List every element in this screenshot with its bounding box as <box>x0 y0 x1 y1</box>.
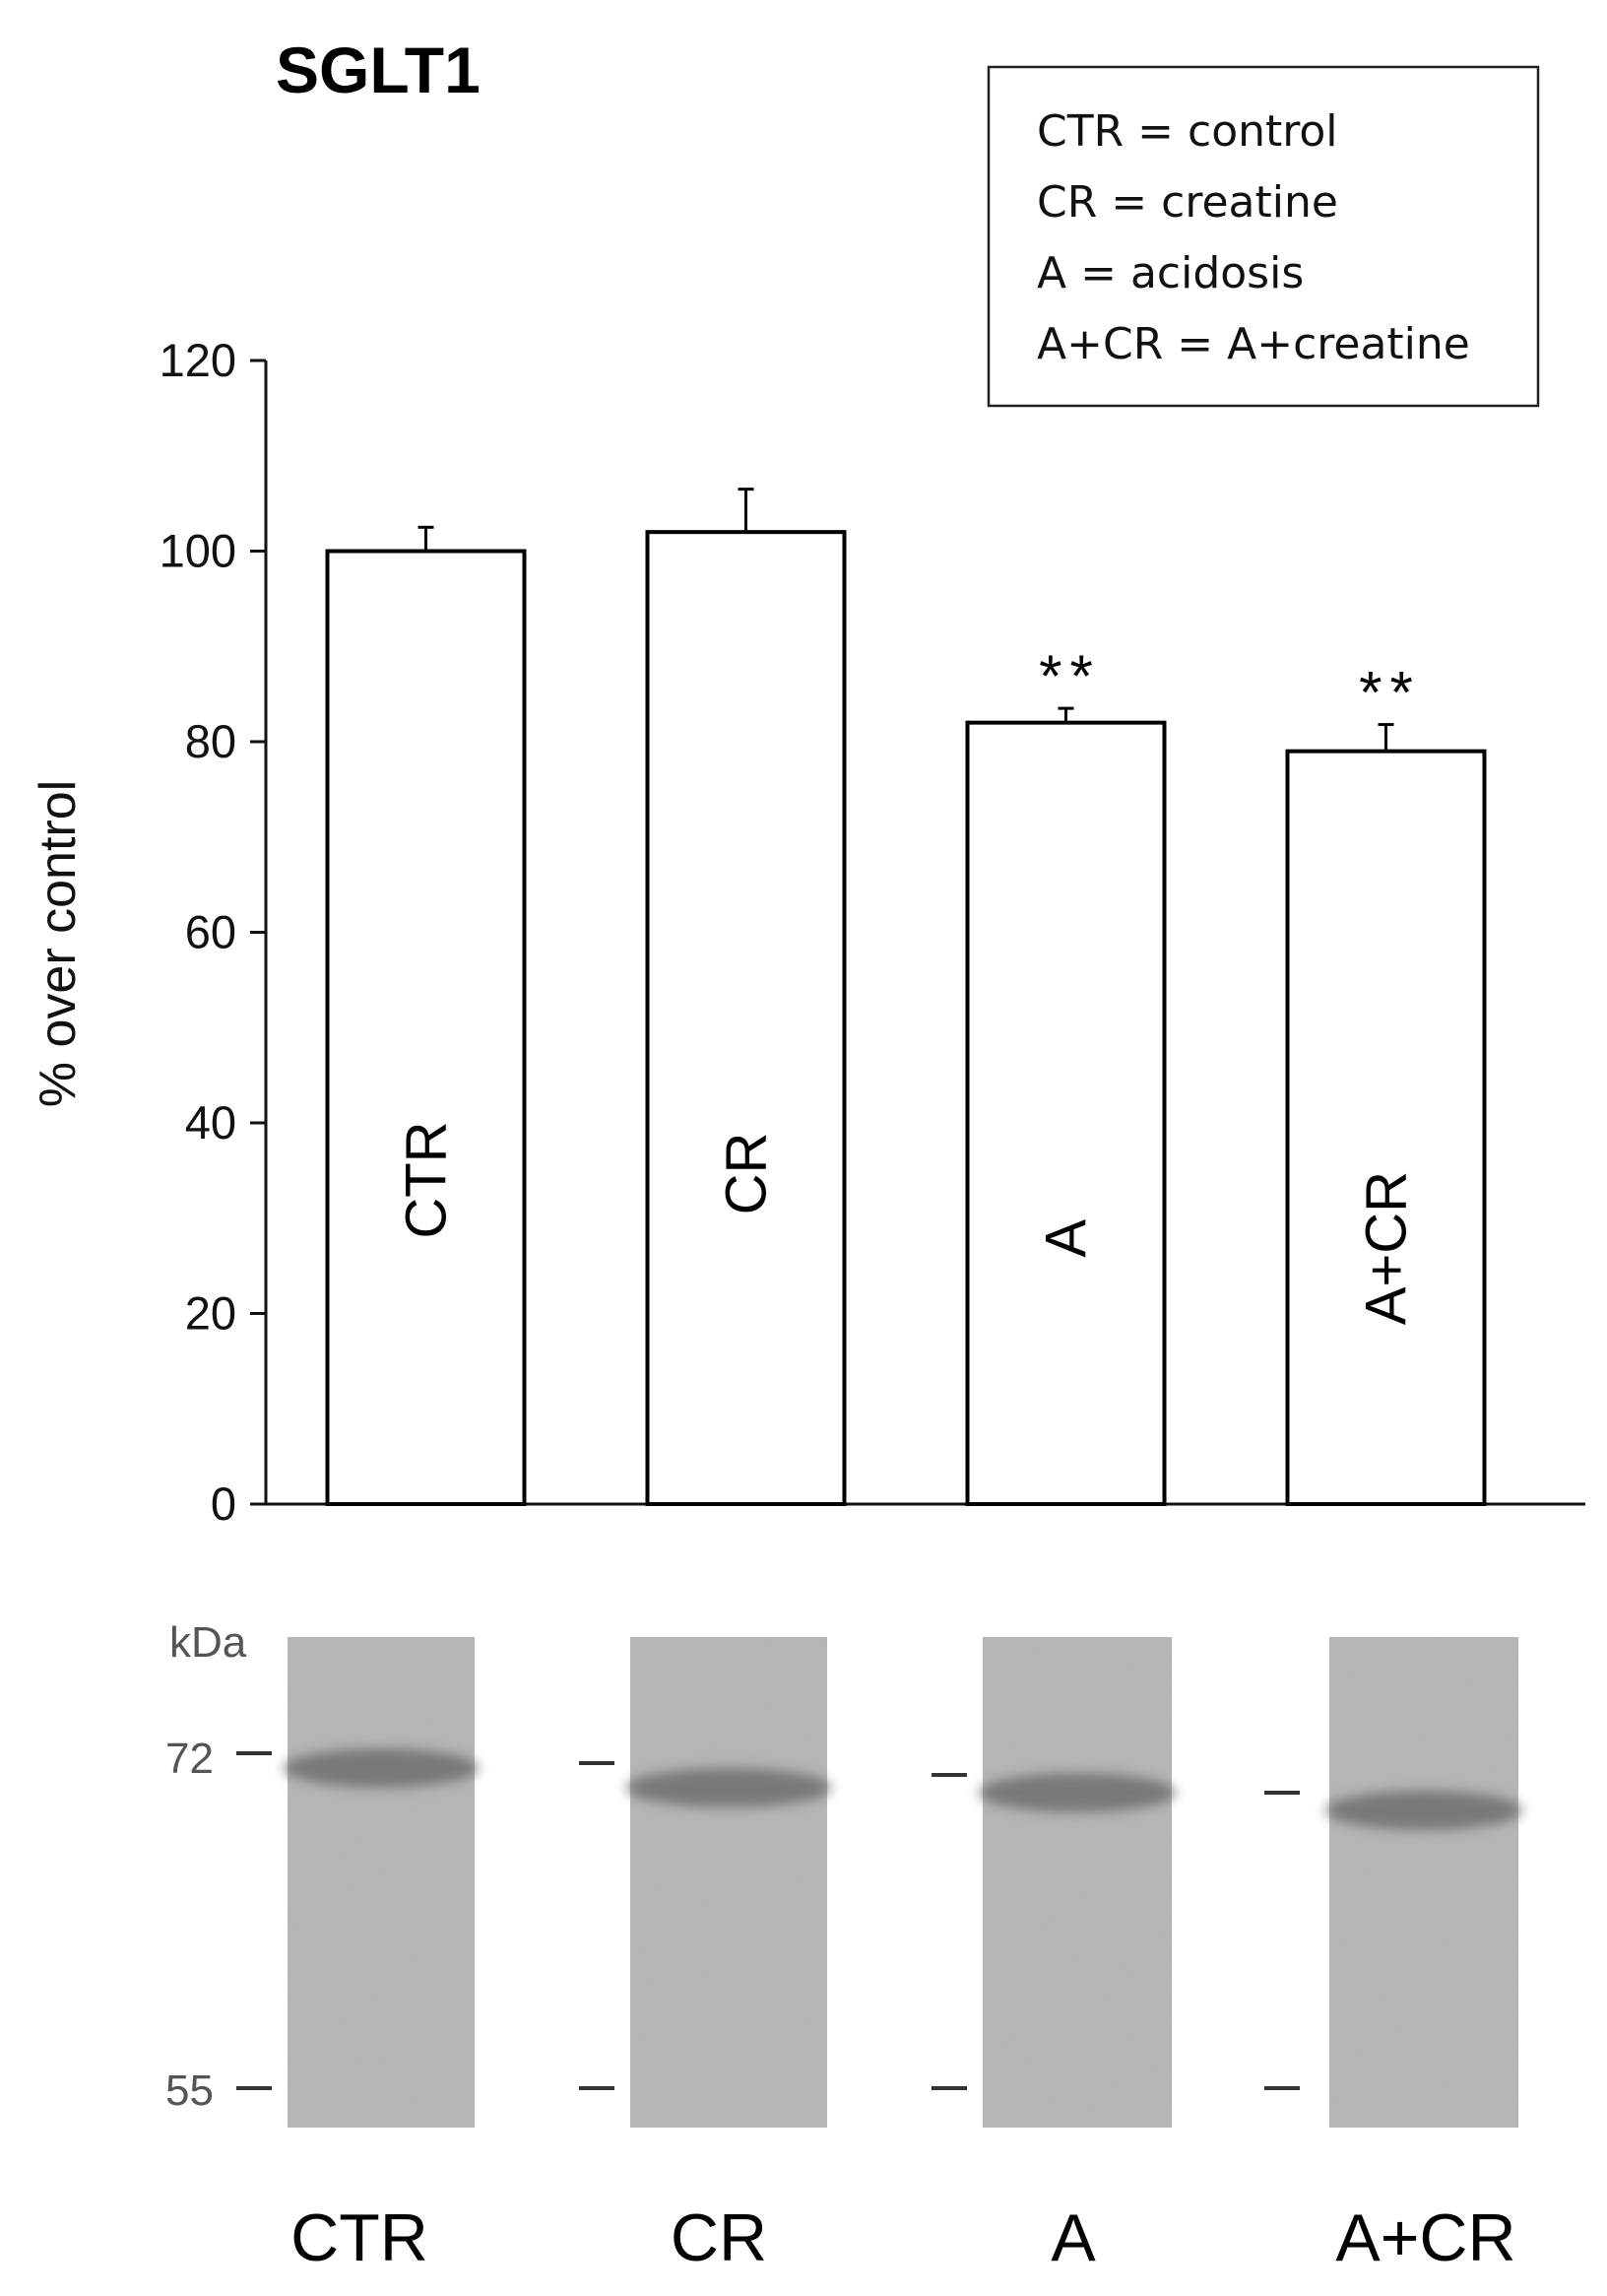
legend-entry-ctr: CTR = control <box>1037 106 1338 157</box>
bar-label: CTR <box>395 1121 459 1238</box>
blot-membrane <box>288 1637 475 2128</box>
blot-lane <box>1264 1637 1522 2128</box>
blot-lane <box>932 1637 1176 2128</box>
y-tick-label: 20 <box>185 1287 236 1340</box>
y-axis-title: % over control <box>30 780 87 1107</box>
lane-label-cr: CR <box>671 2200 767 2275</box>
bars: CTR CR A ** A+CR ** <box>325 488 1487 1506</box>
lane-label-acr: A+CR <box>1335 2200 1515 2275</box>
protein-band <box>1325 1791 1522 1830</box>
bar <box>1285 749 1487 1506</box>
legend-entry-acr: A+CR = A+creatine <box>1037 319 1470 369</box>
legend: CTR = control CR = creatine A = acidosis… <box>987 65 1540 408</box>
blot-lane <box>579 1637 831 2128</box>
y-ticks: 0 20 40 60 80 100 120 <box>160 334 266 1530</box>
bar-label: A+CR <box>1355 1171 1419 1325</box>
bar <box>325 549 527 1506</box>
blot-membrane <box>1329 1637 1518 2128</box>
lane-label-ctr: CTR <box>290 2200 428 2275</box>
significance-marker: ** <box>1359 660 1421 726</box>
bar-label: CR <box>715 1133 779 1215</box>
y-tick-label: 0 <box>211 1477 236 1530</box>
legend-entry-a: A = acidosis <box>1037 248 1304 298</box>
bar-group: A+CR ** <box>1285 660 1487 1506</box>
y-tick-label: 40 <box>185 1096 236 1148</box>
legend-box <box>987 65 1540 408</box>
blot-lane <box>236 1637 479 2128</box>
western-blot: kDa 72 55 <box>165 1618 1522 2128</box>
bar-label: A <box>1035 1219 1099 1258</box>
significance-marker: ** <box>1039 643 1101 709</box>
blot-membrane <box>983 1637 1172 2128</box>
bar-group: A ** <box>965 643 1167 1506</box>
y-tick-label: 120 <box>160 334 236 386</box>
marker-72-label: 72 <box>165 1735 214 1783</box>
marker-55-label: 55 <box>165 2066 214 2115</box>
y-tick-label: 80 <box>185 715 236 767</box>
bar <box>645 530 847 1506</box>
protein-band <box>626 1768 831 1807</box>
lane-label-a: A <box>1051 2200 1096 2275</box>
protein-band <box>979 1773 1176 1812</box>
bar <box>965 720 1167 1506</box>
bar-group: CR <box>645 488 847 1506</box>
bar-group: CTR <box>325 525 527 1506</box>
blot-membrane <box>630 1637 827 2128</box>
legend-entry-cr: CR = creatine <box>1037 177 1338 228</box>
kda-unit-label: kDa <box>169 1618 247 1667</box>
chart-title: SGLT1 <box>276 33 481 106</box>
y-tick-label: 60 <box>185 906 236 958</box>
blot-lanes <box>236 1637 1522 2128</box>
y-tick-label: 100 <box>160 525 236 577</box>
protein-band <box>284 1748 479 1788</box>
